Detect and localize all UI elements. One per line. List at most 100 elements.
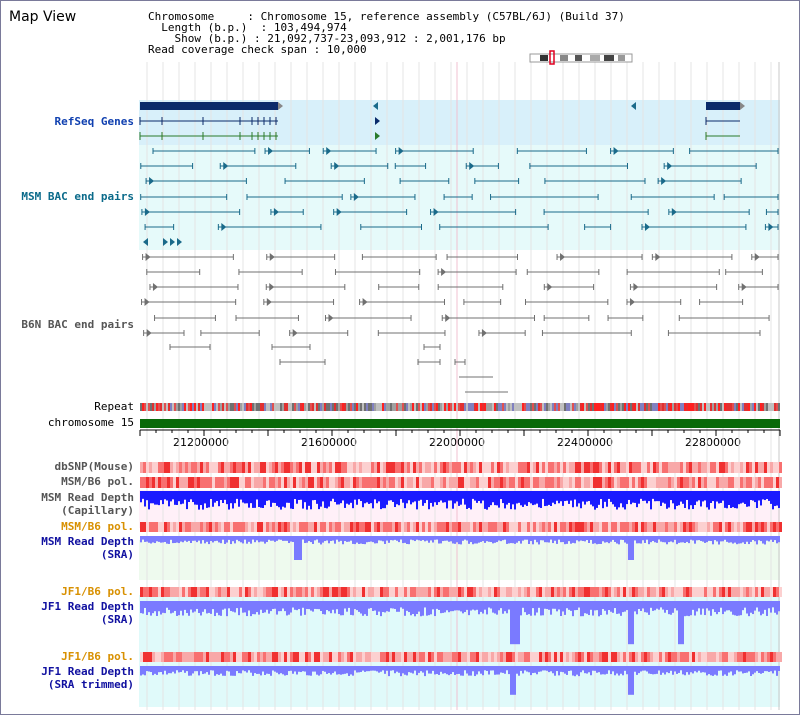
- read-depth-bar: [642, 601, 644, 609]
- heat-cell: [371, 477, 374, 488]
- heat-cell: [692, 587, 695, 597]
- repeat-segment: [498, 403, 500, 411]
- heat-cell: [299, 652, 302, 662]
- read-depth-bar: [162, 491, 164, 505]
- read-depth-bar: [520, 491, 522, 506]
- read-depth-bar: [292, 666, 294, 674]
- read-depth-bar: [546, 491, 548, 506]
- track-label-dbsnp[interactable]: dbSNP(Mouse): [54, 460, 134, 473]
- heat-cell: [341, 587, 344, 597]
- heat-cell: [257, 462, 260, 473]
- heat-cell: [524, 477, 527, 488]
- read-depth-bar: [302, 491, 304, 509]
- heat-cell: [536, 652, 539, 662]
- read-depth-bar: [464, 536, 466, 540]
- heat-cell: [626, 587, 629, 597]
- track-label-jf1-read-depth[interactable]: JF1 Read Depth: [41, 600, 134, 613]
- read-depth-bar: [648, 601, 650, 615]
- heat-cell: [755, 652, 758, 662]
- repeat-segment: [196, 403, 198, 411]
- track-label-msm-b6-pol-2[interactable]: MSM/B6 pol.: [61, 520, 134, 533]
- heat-cell: [440, 462, 443, 473]
- heat-cell: [473, 587, 476, 597]
- heat-cell: [245, 477, 248, 488]
- track-label-msm-read-depth-sra[interactable]: MSM Read Depth: [41, 535, 134, 548]
- heat-cell: [185, 477, 188, 488]
- length-value: 103,494,974: [273, 21, 347, 34]
- read-depth-bar: [562, 536, 564, 543]
- read-depth-bar: [544, 536, 546, 543]
- read-depth-bar: [758, 601, 760, 612]
- heat-cell: [164, 462, 167, 473]
- heat-cell: [377, 477, 380, 488]
- heat-cell: [263, 522, 266, 532]
- track-label-jf1-read-depth-trimmed[interactable]: JF1 Read Depth: [41, 665, 134, 678]
- track-label-b6n-bac[interactable]: B6N BAC end pairs: [21, 318, 134, 331]
- read-depth-bar: [544, 601, 546, 609]
- track-label-repeat: Repeat: [94, 400, 134, 413]
- heat-cell: [704, 652, 707, 662]
- read-depth-bar: [344, 666, 346, 674]
- heat-cell: [596, 462, 599, 473]
- read-depth-bar: [174, 666, 176, 674]
- read-depth-bar: [662, 491, 664, 503]
- heat-cell: [224, 462, 227, 473]
- read-depth-bar: [340, 601, 342, 616]
- heat-cell: [521, 462, 524, 473]
- repeat-segment: [704, 403, 706, 411]
- repeat-segment: [694, 403, 696, 411]
- heat-cell: [743, 462, 746, 473]
- read-depth-bar: [700, 601, 702, 615]
- heat-cell: [593, 477, 596, 488]
- read-depth-bar: [768, 601, 770, 609]
- heat-cell: [614, 462, 617, 473]
- read-depth-bar: [182, 536, 184, 543]
- heat-cell: [494, 522, 497, 532]
- heat-cell: [605, 462, 608, 473]
- heat-cell: [236, 477, 239, 488]
- repeat-segment: [668, 403, 670, 411]
- heat-cell: [485, 477, 488, 488]
- heat-cell: [530, 587, 533, 597]
- heat-cell: [437, 477, 440, 488]
- repeat-segment: [260, 403, 262, 411]
- heat-cell: [764, 477, 767, 488]
- read-depth-bar: [304, 491, 306, 503]
- heat-cell: [440, 587, 443, 597]
- track-label-msm-bac[interactable]: MSM BAC end pairs: [21, 190, 134, 203]
- read-depth-bar: [652, 601, 654, 611]
- read-depth-bar: [234, 601, 236, 613]
- read-depth-bar: [204, 666, 206, 674]
- read-depth-bar: [450, 666, 452, 675]
- heat-cell: [668, 462, 671, 473]
- read-depth-bar: [736, 491, 738, 509]
- repeat-segment: [526, 403, 528, 411]
- heat-cell: [650, 652, 653, 662]
- track-label-msm-b6-pol[interactable]: MSM/B6 pol.: [61, 475, 134, 488]
- heat-cell: [287, 587, 290, 597]
- read-depth-bar: [286, 491, 288, 503]
- repeat-segment: [330, 403, 332, 411]
- heat-cell: [536, 587, 539, 597]
- heat-cell: [752, 587, 755, 597]
- read-depth-bar: [302, 601, 304, 608]
- heat-cell: [695, 477, 698, 488]
- read-depth-bar: [276, 601, 278, 615]
- track-label-jf1-b6-pol[interactable]: JF1/B6 pol.: [61, 585, 134, 598]
- read-depth-bar: [244, 491, 246, 504]
- heat-cell: [227, 477, 230, 488]
- heat-cell: [524, 652, 527, 662]
- repeat-segment: [724, 403, 726, 411]
- track-label-refseq[interactable]: RefSeq Genes: [54, 115, 134, 128]
- track-label-jf1-b6-pol-2[interactable]: JF1/B6 pol.: [61, 650, 134, 663]
- heat-cell: [371, 462, 374, 473]
- track-label-msm-read-depth-capillary[interactable]: MSM Read Depth: [41, 491, 134, 504]
- heat-cell: [389, 477, 392, 488]
- read-depth-bar: [154, 601, 156, 612]
- heat-cell: [677, 477, 680, 488]
- read-depth-bar: [616, 666, 618, 674]
- read-depth-bar: [278, 601, 280, 612]
- read-depth-bar: [372, 536, 374, 543]
- read-depth-bar: [216, 666, 218, 675]
